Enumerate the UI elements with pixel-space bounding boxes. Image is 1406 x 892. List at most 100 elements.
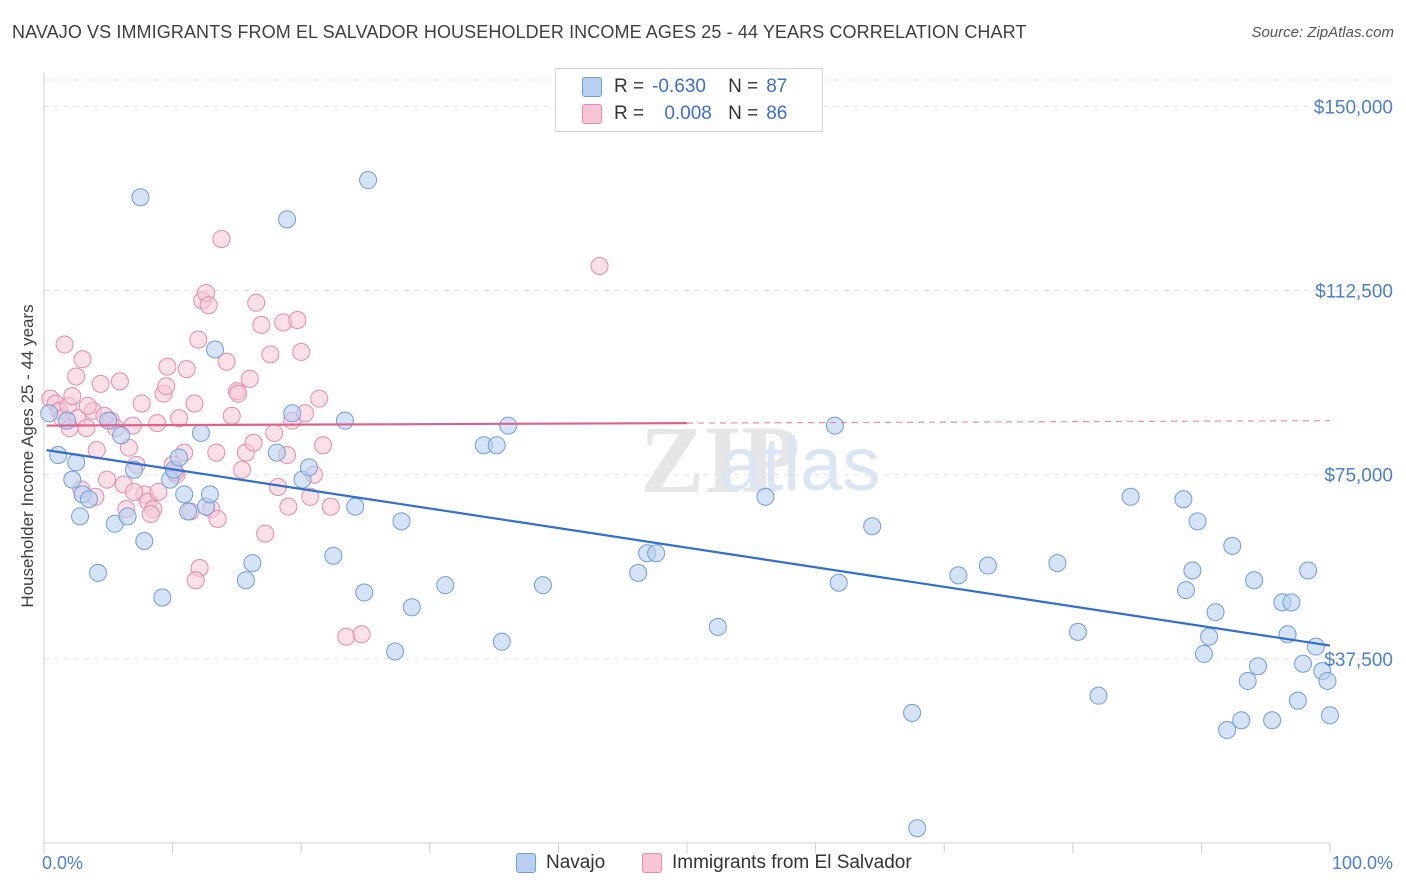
y-tick-label: $37,500	[1324, 650, 1393, 671]
salvador-point	[185, 394, 204, 413]
navajo-point	[647, 544, 666, 563]
y-tick-labels: $37,500 $75,000 $112,500 $150,000	[1314, 97, 1393, 670]
salvador-point	[199, 296, 218, 315]
salvador-point	[314, 436, 333, 455]
navajo-point	[708, 617, 727, 636]
legend-r-value: -0.630	[652, 76, 706, 97]
salvador-point	[208, 509, 227, 528]
navajo-point	[1176, 581, 1195, 600]
legend-n-value: 86	[766, 103, 788, 124]
source-label: Source: ZipAtlas.com	[1251, 24, 1394, 41]
navajo-point	[135, 531, 154, 550]
legend-r-value: 0.008	[664, 103, 712, 124]
navajo-point	[1068, 622, 1087, 641]
navajo-point	[1188, 512, 1207, 531]
navajo-point	[1048, 554, 1067, 573]
x-tick-labels: 0.0% 100.0%	[42, 853, 1393, 873]
salvador-legend-label: Immigrants from El Salvador	[672, 852, 912, 873]
navajo-point	[949, 566, 968, 585]
navajo-legend-label: Navajo	[546, 852, 606, 873]
y-tick-label: $112,500	[1315, 282, 1393, 303]
navajo-point	[63, 470, 82, 489]
navajo-point	[335, 411, 354, 430]
salvador-point	[132, 394, 151, 413]
navajo-point	[299, 458, 318, 477]
navajo-point	[402, 598, 421, 617]
salvador-point	[189, 330, 208, 349]
navajo-point	[903, 703, 922, 722]
navajo-point	[386, 642, 405, 661]
salvador-point	[77, 419, 96, 438]
salvador-point	[158, 357, 177, 376]
salvador-swatch-icon	[582, 104, 602, 124]
navajo-point	[179, 502, 198, 521]
salvador-point	[149, 482, 168, 501]
navajo-point	[1245, 571, 1264, 590]
navajo-trend-line	[46, 449, 1331, 647]
navajo-point	[1206, 603, 1225, 622]
salvador-point	[67, 367, 86, 386]
salvador-legend-icon	[642, 853, 662, 873]
salvador-point	[212, 229, 231, 248]
navajo-point	[487, 436, 506, 455]
salvador-point	[98, 470, 117, 489]
navajo-point	[191, 423, 210, 442]
navajo-point	[1318, 671, 1337, 690]
navajo-point	[492, 632, 511, 651]
navajo-point	[153, 588, 172, 607]
navajo-point	[392, 512, 411, 531]
axes	[43, 72, 1331, 853]
legend-n-value: 87	[766, 76, 788, 97]
salvador-point	[125, 482, 144, 501]
navajo-point	[278, 210, 297, 229]
navajo-swatch-icon	[582, 77, 602, 97]
navajo-point	[80, 490, 99, 509]
navajo-legend-icon	[516, 853, 536, 873]
navajo-point	[1200, 627, 1219, 646]
salvador-point	[148, 414, 167, 433]
navajo-point	[243, 554, 262, 573]
navajo-point	[1238, 671, 1257, 690]
navajo-point	[1282, 593, 1301, 612]
salvador-trend-line	[46, 422, 688, 427]
salvador-point	[222, 406, 241, 425]
navajo-point	[71, 507, 90, 526]
salvador-point	[73, 350, 92, 369]
y-axis-label: Householder Income Ages 25 - 44 years	[18, 304, 37, 607]
x-tick-label: 100.0%	[1332, 853, 1393, 873]
navajo-point	[436, 576, 455, 595]
navajo-point	[346, 497, 365, 516]
salvador-point	[310, 389, 329, 408]
salvador-point	[321, 497, 340, 516]
navajo-point	[112, 426, 131, 445]
salvador-point	[352, 625, 371, 644]
salvador-point	[279, 497, 298, 516]
navajo-point	[1288, 691, 1307, 710]
navajo-point	[978, 556, 997, 575]
salvador-point	[301, 487, 320, 506]
salvador-point	[207, 443, 226, 462]
navajo-point	[324, 546, 343, 565]
salvador-point	[157, 377, 176, 396]
salvador-point	[240, 369, 259, 388]
navajo-point	[1218, 721, 1237, 740]
salvador-point	[110, 372, 129, 391]
navajo-point	[236, 571, 255, 590]
navajo-point	[1121, 487, 1140, 506]
navajo-point	[355, 583, 374, 602]
bottom-legend-salvador: Immigrants from El Salvador	[642, 852, 912, 874]
watermark-atlas: atlas	[720, 422, 881, 507]
salvador-point	[217, 352, 236, 371]
navajo-point	[1306, 637, 1325, 656]
navajo-point	[829, 573, 848, 592]
navajo-point	[125, 460, 144, 479]
salvador-point	[261, 345, 280, 364]
navajo-point	[49, 446, 68, 465]
salvador-point	[256, 524, 275, 543]
navajo-point	[175, 485, 194, 504]
correlation-legend: R = -0.630 N = 87 R = 0.008 N = 86	[555, 68, 823, 132]
y-tick-label: $75,000	[1324, 466, 1393, 487]
navajo-point	[170, 448, 189, 467]
bottom-legend-navajo: Navajo	[516, 852, 605, 874]
